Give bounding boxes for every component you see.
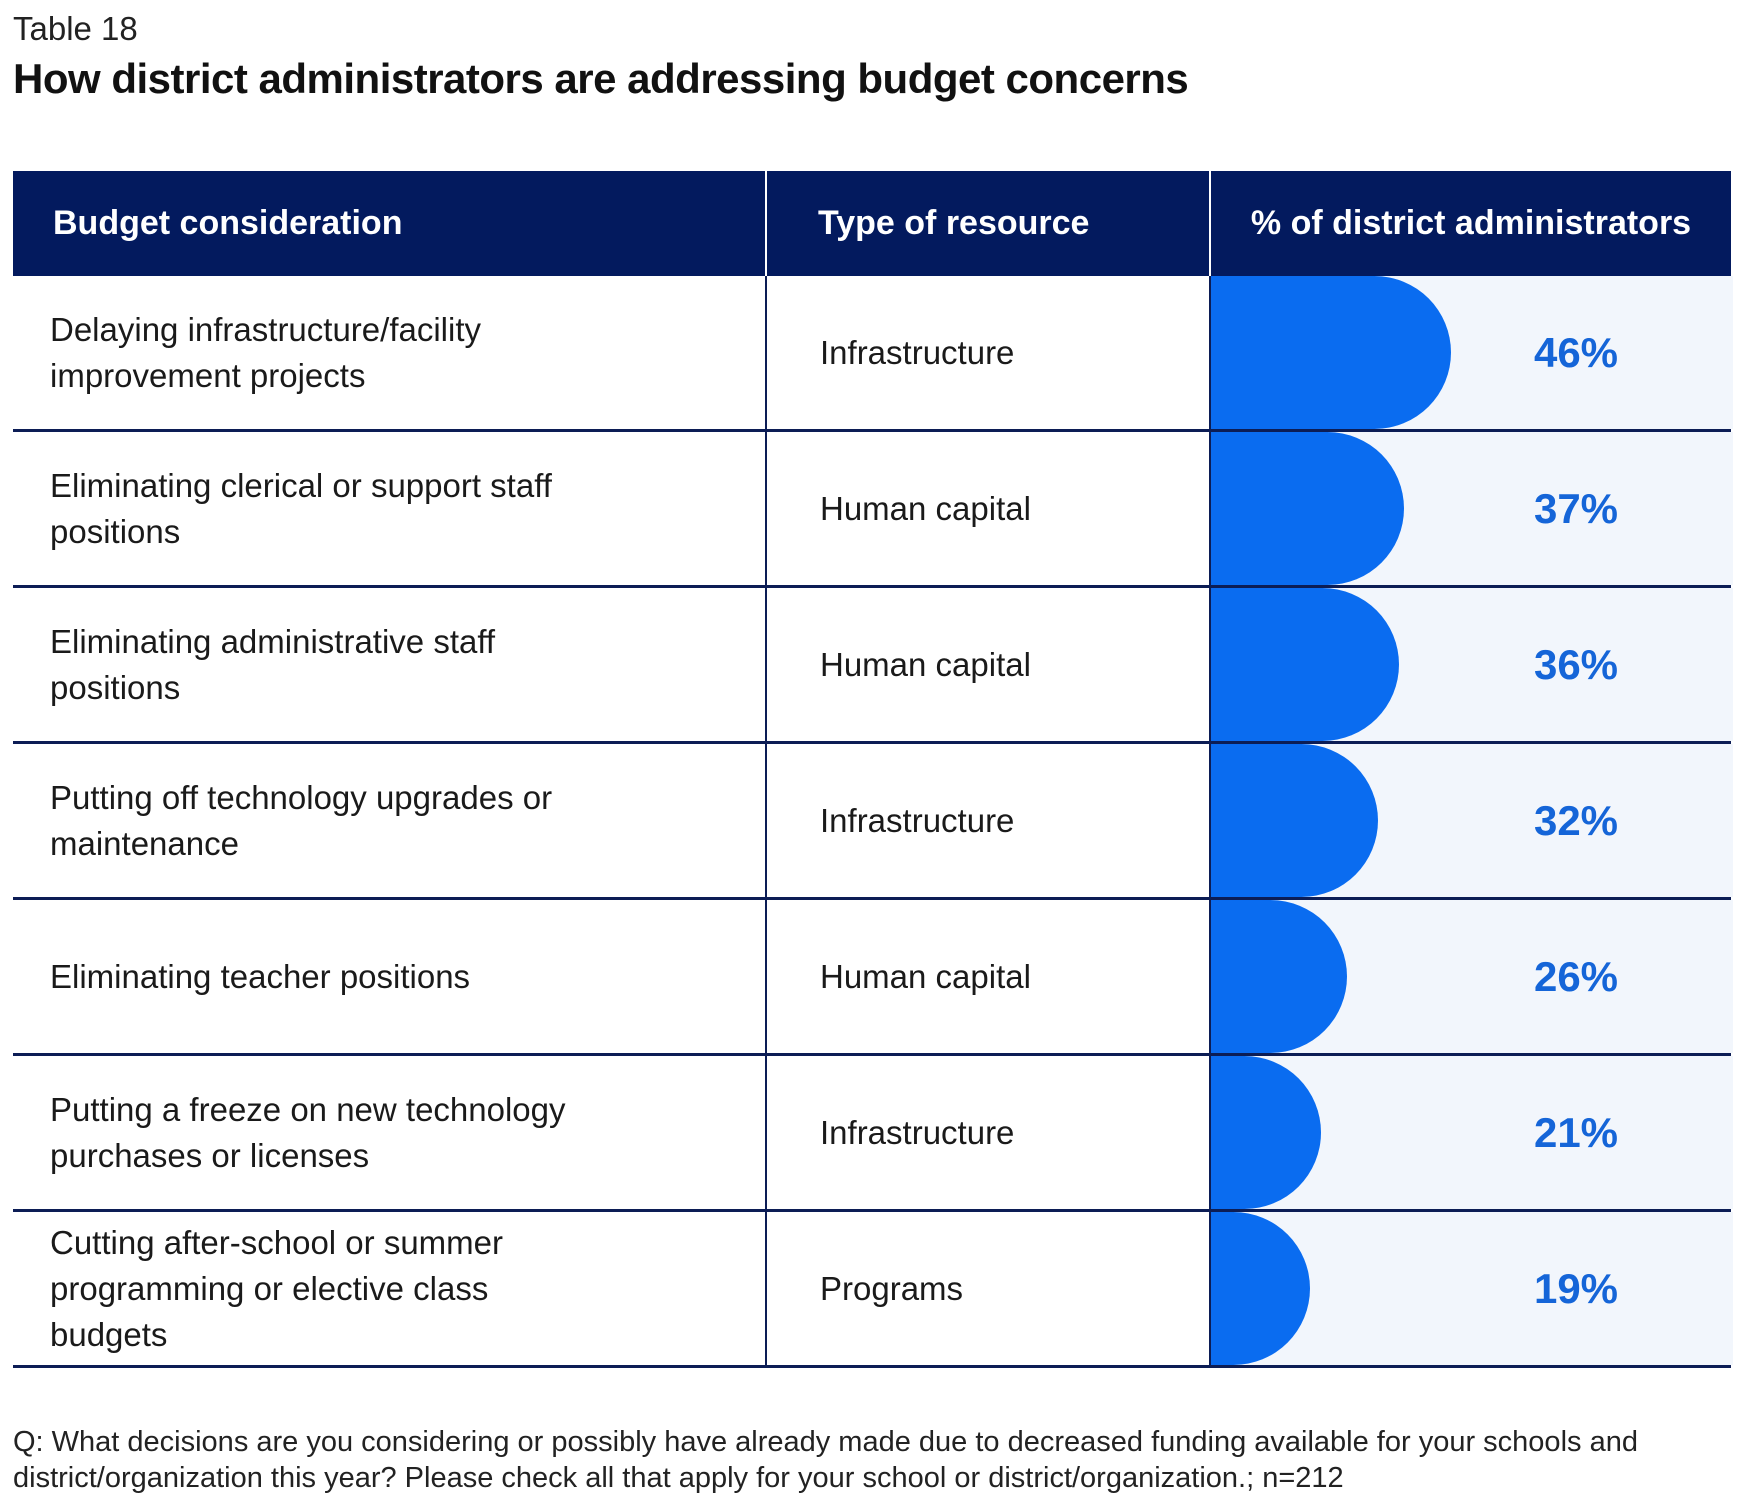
resource-type-cell: Human capital: [765, 900, 1209, 1053]
table-row: Eliminating administrative staff positio…: [13, 588, 1733, 744]
percent-cell: 46%: [1209, 276, 1733, 429]
percent-bar: [1211, 276, 1452, 429]
percent-label: 32%: [1533, 796, 1619, 844]
budget-consideration-text: Eliminating administrative staff positio…: [50, 622, 496, 706]
budget-consideration-cell: Cutting after-school or summer programmi…: [13, 1212, 765, 1365]
percent-bar: [1211, 588, 1399, 741]
budget-consideration-cell: Eliminating administrative staff positio…: [13, 588, 765, 741]
budget-consideration-text: Putting off technology upgrades or maint…: [50, 778, 553, 862]
percent-bar: [1211, 1056, 1321, 1209]
percent-cell: 32%: [1209, 744, 1733, 897]
percent-bar: [1211, 432, 1405, 585]
resource-type-cell: Infrastructure: [765, 1056, 1209, 1209]
percent-cell: 26%: [1209, 900, 1733, 1053]
resource-type-cell: Programs: [765, 1212, 1209, 1365]
budget-consideration-cell: Delaying infrastructure/facility improve…: [13, 276, 765, 429]
budget-consideration-cell: Putting off technology upgrades or maint…: [13, 744, 765, 897]
percent-bar: [1211, 1212, 1311, 1365]
table-row: Delaying infrastructure/facility improve…: [13, 276, 1733, 432]
budget-consideration-text: Putting a freeze on new technology purch…: [50, 1090, 566, 1174]
header-budget-consideration: Budget consideration: [13, 171, 765, 276]
resource-type-cell: Infrastructure: [765, 744, 1209, 897]
percent-label: 46%: [1533, 328, 1619, 376]
percent-cell: 21%: [1209, 1056, 1733, 1209]
percent-cell: 36%: [1209, 588, 1733, 741]
percent-label: 37%: [1533, 484, 1619, 532]
percent-label: 36%: [1533, 640, 1619, 688]
header-percent: % of district administrators: [1211, 171, 1731, 276]
header-type-of-resource: Type of resource: [767, 171, 1209, 276]
budget-consideration-cell: Putting a freeze on new technology purch…: [13, 1056, 765, 1209]
percent-bar: [1211, 744, 1379, 897]
chart-title: How district administrators are addressi…: [13, 55, 1189, 102]
budget-consideration-cell: Eliminating teacher positions: [13, 900, 765, 1053]
budget-consideration-text: Eliminating clerical or support staff po…: [50, 466, 552, 550]
resource-type-cell: Human capital: [765, 432, 1209, 585]
table-row: Putting off technology upgrades or maint…: [13, 744, 1733, 900]
table-row: Eliminating teacher positions Human capit…: [13, 900, 1733, 1056]
budget-consideration-text: Cutting after-school or summer programmi…: [50, 1223, 503, 1353]
table-row: Cutting after-school or summer programmi…: [13, 1212, 1733, 1368]
percent-cell: 37%: [1209, 432, 1733, 585]
resource-type-cell: Human capital: [765, 588, 1209, 741]
percent-label: 19%: [1533, 1264, 1619, 1312]
budget-consideration-text: Delaying infrastructure/facility improve…: [50, 310, 481, 394]
budget-consideration-text: Eliminating teacher positions: [50, 957, 471, 995]
percent-bar: [1211, 900, 1347, 1053]
percent-label: 26%: [1533, 952, 1619, 1000]
table-label: Table 18: [13, 10, 138, 47]
budget-consideration-cell: Eliminating clerical or support staff po…: [13, 432, 765, 585]
table-row: Putting a freeze on new technology purch…: [13, 1056, 1733, 1212]
percent-label: 21%: [1533, 1108, 1619, 1156]
footnote: Q: What decisions are you considering or…: [13, 1426, 1638, 1494]
resource-type-cell: Infrastructure: [765, 276, 1209, 429]
percent-cell: 19%: [1209, 1212, 1733, 1365]
table-row: Eliminating clerical or support staff po…: [13, 432, 1733, 588]
